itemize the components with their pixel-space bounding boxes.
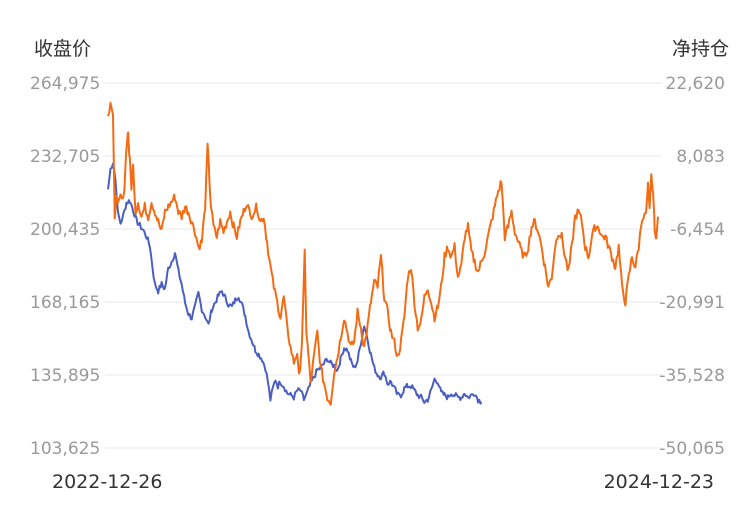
left-tick-label: 264,975 bbox=[30, 74, 100, 94]
left-tick-label: 168,165 bbox=[30, 293, 100, 313]
right-axis-ticks: 22,620 8,083 -6,454 -20,991 -35,528 -50,065 bbox=[659, 74, 725, 459]
gridlines bbox=[105, 82, 662, 449]
right-tick-label: -35,528 bbox=[659, 366, 725, 386]
x-start-label: 2022-12-26 bbox=[52, 471, 162, 493]
close-price-line bbox=[107, 162, 483, 405]
right-tick-label: -6,454 bbox=[670, 220, 725, 240]
left-axis-title: 收盘价 bbox=[34, 38, 91, 60]
net-position-line bbox=[107, 101, 659, 406]
x-end-label: 2024-12-23 bbox=[604, 471, 714, 493]
left-tick-label: 103,625 bbox=[30, 439, 100, 459]
right-tick-label: 8,083 bbox=[676, 147, 725, 167]
left-tick-label: 200,435 bbox=[30, 220, 100, 240]
right-axis-title: 净持仓 bbox=[672, 38, 729, 60]
left-tick-label: 135,895 bbox=[30, 366, 100, 386]
left-tick-label: 232,705 bbox=[30, 147, 100, 167]
right-tick-label: -50,065 bbox=[659, 439, 725, 459]
right-tick-label: 22,620 bbox=[666, 74, 725, 94]
left-axis-ticks: 264,975 232,705 200,435 168,165 135,895 103,6… bbox=[30, 74, 100, 459]
series-layer bbox=[107, 101, 659, 406]
right-tick-label: -20,991 bbox=[659, 293, 725, 313]
